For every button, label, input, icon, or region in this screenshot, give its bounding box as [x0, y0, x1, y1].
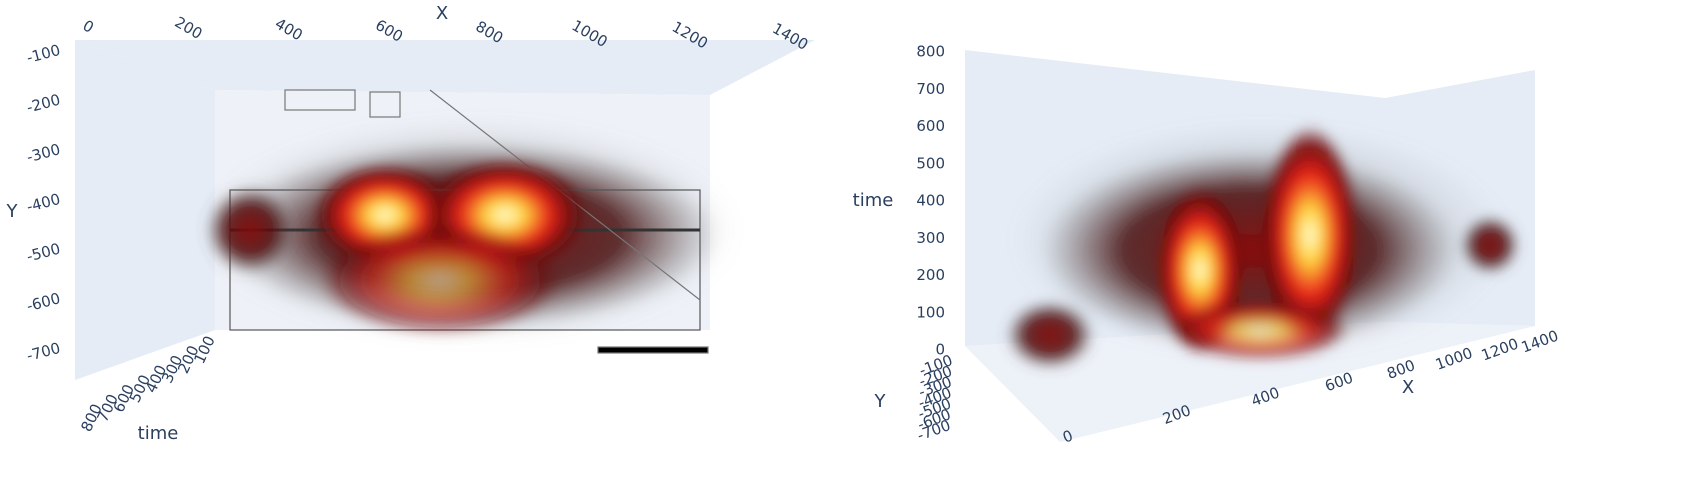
x-axis-title: X	[1402, 377, 1414, 398]
y-axis-title: Y	[874, 391, 887, 412]
y-tick-label: -100	[25, 41, 63, 67]
y-axis-title: Y	[6, 201, 19, 222]
x-tick-label: 1200	[1479, 335, 1521, 365]
x-tick-label: 0	[80, 16, 97, 36]
y-tick-label: -300	[25, 140, 63, 166]
z-tick-label: 500	[916, 154, 945, 172]
z-tick-label: 0	[935, 341, 945, 359]
z-tick-label: 300	[916, 229, 945, 247]
density-volume	[1005, 120, 1520, 370]
z-tick-label: 200	[916, 266, 945, 284]
z-tick-label: 600	[916, 117, 945, 135]
z-tick-label: 800	[916, 43, 945, 61]
scene-right	[965, 50, 1535, 442]
y-tick-label: -700	[25, 339, 63, 365]
scene-left	[75, 40, 815, 380]
y-tick-label: -500	[25, 239, 63, 265]
z-tick-label: 100	[916, 303, 945, 321]
x-tick-label: 1400	[1519, 327, 1561, 357]
y-tick-label: -400	[25, 190, 63, 216]
floor	[965, 322, 1535, 442]
wall	[75, 40, 815, 95]
density-hot	[205, 160, 585, 335]
z-axis-title: time	[853, 190, 894, 211]
z-tick-label: 400	[916, 192, 945, 210]
y-tick-label: -200	[25, 90, 63, 116]
z-tick-label: 700	[916, 80, 945, 98]
z-axis-title: time	[138, 423, 179, 444]
x-axis-title: X	[436, 3, 448, 24]
x-tick-label: 400	[272, 14, 306, 44]
y-tick-label: -600	[25, 289, 63, 315]
x-tick-label: 200	[172, 13, 206, 43]
wall	[75, 40, 215, 380]
